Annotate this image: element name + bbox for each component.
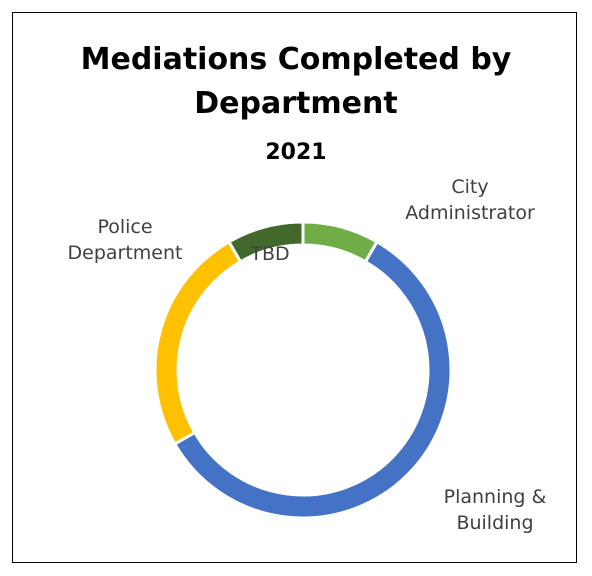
chart-title: Mediations Completed by Department (80, 42, 512, 121)
donut-slice (301, 220, 380, 264)
slice-label: City Administrator (405, 176, 535, 224)
chart-frame (12, 12, 577, 563)
slice-label: Planning & Building (443, 486, 547, 534)
chart-subtitle: 2021 (265, 140, 327, 165)
slice-label: Police Department (67, 216, 183, 264)
donut-slice (153, 239, 243, 447)
donut-slice (172, 239, 453, 520)
donut-slice (226, 220, 305, 264)
slice-label: TBD (250, 243, 290, 265)
